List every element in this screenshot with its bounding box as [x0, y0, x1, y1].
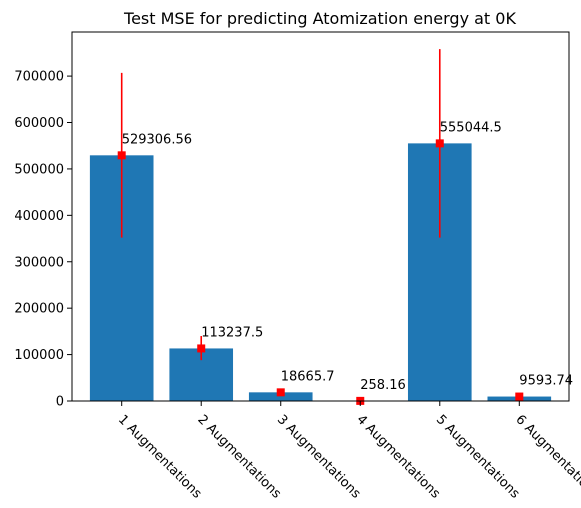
y-tick-label-4: 300000	[14, 255, 64, 270]
x-tick-label-2: 2 Augmentations	[194, 412, 284, 502]
y-tick-label-1: 0	[56, 395, 64, 410]
data-label-6: 9593.74	[519, 374, 573, 389]
x-tick-label-3: 3 Augmentations	[274, 412, 364, 502]
marker-3	[276, 388, 285, 397]
y-tick-label-2: 100000	[14, 348, 64, 363]
data-label-1: 529306.56	[122, 132, 192, 147]
data-label-5: 555044.5	[440, 120, 502, 135]
data-labels-group: 529306.56 113237.5 18665.7 258.16 555044.5 95…	[122, 120, 573, 393]
x-tick-label-5: 5 Augmentations	[433, 412, 523, 502]
marker-6	[515, 392, 524, 401]
x-tick-label-4: 4 Augmentations	[353, 412, 443, 502]
marker-5	[435, 139, 444, 148]
y-tick-label-8: 700000	[14, 70, 64, 85]
data-label-2: 113237.5	[201, 325, 263, 340]
y-tick-label-3: 200000	[14, 302, 64, 317]
y-tick-label-5: 400000	[14, 209, 64, 224]
marker-2	[197, 344, 206, 353]
chart-title: Test MSE for predicting Atomization ener…	[123, 9, 516, 28]
bar-3	[248, 392, 313, 401]
data-label-3: 18665.7	[281, 369, 335, 384]
bars-group	[89, 143, 552, 402]
y-axis: 0 100000 200000 300000 400000 500000 600000 700…	[14, 70, 72, 410]
y-tick-label-6: 500000	[14, 162, 64, 177]
x-tick-label-6: 6 Augmentations	[512, 412, 581, 502]
marker-1	[117, 151, 126, 160]
data-label-4: 258.16	[360, 378, 406, 393]
y-tick-label-7: 600000	[14, 116, 64, 131]
x-tick-label-1: 1 Augmentations	[115, 412, 205, 502]
plot-frame	[71, 31, 570, 402]
